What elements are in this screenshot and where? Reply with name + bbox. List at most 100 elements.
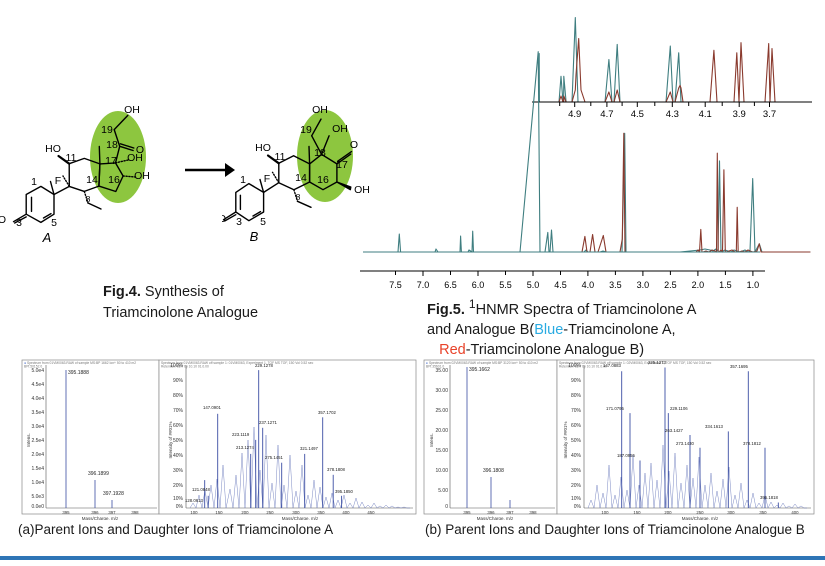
svg-text:Intens.: Intens. [26, 433, 31, 447]
svg-text:90%: 90% [173, 378, 184, 384]
svg-text:321.1497: 321.1497 [300, 446, 319, 451]
svg-text:100%: 100% [170, 363, 183, 369]
svg-text:35.00: 35.00 [435, 368, 448, 374]
svg-text:17: 17 [105, 155, 117, 167]
svg-text:1.5: 1.5 [719, 280, 732, 290]
svg-text:0: 0 [445, 504, 448, 510]
svg-text:150: 150 [215, 510, 223, 515]
svg-text:100%: 100% [568, 363, 581, 369]
svg-text:Retention: 56.7 by 10.10 01.0.: Retention: 56.7 by 10.10 01.0.00 [161, 365, 209, 369]
svg-text:5.0: 5.0 [527, 280, 540, 290]
svg-text:187.0955: 187.0955 [617, 453, 636, 458]
svg-text:3.7: 3.7 [763, 109, 776, 120]
svg-text:A: A [42, 230, 52, 245]
svg-text:2.5: 2.5 [664, 280, 677, 290]
svg-text:Spectrum from 01VM0063.RAW of: Spectrum from 01VM0063.RAW of sample MS:… [27, 361, 136, 365]
svg-text:0%: 0% [574, 504, 582, 510]
svg-text:3.5: 3.5 [609, 280, 622, 290]
svg-text:2.0e4: 2.0e4 [31, 452, 44, 458]
svg-text:213.1274: 213.1274 [236, 445, 255, 450]
svg-text:HO: HO [255, 142, 271, 154]
svg-text:4.5: 4.5 [631, 109, 644, 120]
svg-text:O: O [0, 214, 6, 226]
svg-text:OH: OH [332, 123, 348, 135]
svg-text:4.5e4: 4.5e4 [31, 382, 44, 388]
svg-text:5.00: 5.00 [438, 488, 448, 494]
svg-text:398: 398 [529, 510, 537, 515]
svg-text:398: 398 [131, 510, 139, 515]
svg-text:397: 397 [108, 510, 116, 515]
svg-text:400: 400 [791, 510, 799, 515]
svg-text:5.5: 5.5 [499, 280, 512, 290]
svg-text:Intens.: Intens. [429, 433, 434, 447]
svg-text:20%: 20% [173, 483, 184, 489]
svg-text:B: B [250, 229, 259, 244]
svg-text:5: 5 [51, 217, 57, 229]
svg-text:395.1888: 395.1888 [68, 370, 89, 376]
svg-text:250: 250 [696, 510, 704, 515]
svg-text:223.1119: 223.1119 [232, 432, 250, 437]
svg-text:10.00: 10.00 [435, 468, 448, 474]
svg-text:OH: OH [127, 152, 143, 164]
svg-text:Retention: 56.7 by 10.10 01.0.: Retention: 56.7 by 10.10 01.0.00 [559, 365, 607, 369]
svg-text:225.1273: 225.1273 [648, 360, 667, 365]
svg-text:350: 350 [759, 510, 767, 515]
svg-text:1: 1 [31, 176, 37, 188]
svg-text:396: 396 [91, 510, 99, 515]
svg-text:147.0883: 147.0883 [603, 363, 622, 368]
svg-text:3.0: 3.0 [637, 280, 650, 290]
svg-text:300: 300 [727, 510, 735, 515]
svg-text:6.0: 6.0 [472, 280, 485, 290]
svg-text:147.0901: 147.0901 [203, 405, 222, 410]
svg-text:4.0: 4.0 [582, 280, 595, 290]
svg-text:40%: 40% [571, 453, 582, 459]
svg-text:17: 17 [336, 159, 348, 171]
svg-text:4.3: 4.3 [666, 109, 679, 120]
svg-text:400: 400 [342, 510, 350, 515]
svg-text:2.5e4: 2.5e4 [31, 438, 44, 444]
svg-text:200: 200 [241, 510, 249, 515]
svg-text:3.5e4: 3.5e4 [31, 410, 44, 416]
svg-text:Spectrum from 02VM0063.RAW of: Spectrum from 02VM0063.RAW of sample MS:… [429, 361, 538, 365]
svg-text:100: 100 [601, 510, 609, 515]
svg-text:80%: 80% [173, 393, 184, 399]
svg-text:0.0e0: 0.0e0 [31, 504, 44, 510]
svg-text:0%: 0% [176, 504, 184, 510]
svg-text:1.0e4: 1.0e4 [31, 480, 44, 486]
svg-text:14: 14 [86, 174, 98, 186]
svg-text:4.7: 4.7 [600, 109, 613, 120]
svg-text:30.00: 30.00 [435, 388, 448, 394]
svg-text:40%: 40% [173, 453, 184, 459]
svg-text:4.0e4: 4.0e4 [31, 396, 44, 402]
svg-text:20%: 20% [571, 483, 582, 489]
svg-text:397: 397 [506, 510, 514, 515]
svg-text:11: 11 [275, 151, 286, 163]
svg-text:229.1106: 229.1106 [670, 406, 688, 411]
svg-text:70%: 70% [173, 408, 184, 414]
svg-text:60%: 60% [571, 423, 582, 429]
svg-text:16: 16 [317, 174, 329, 186]
svg-text:70%: 70% [571, 408, 582, 414]
svg-text:19: 19 [101, 124, 113, 136]
svg-text:121.0848: 121.0848 [192, 487, 211, 492]
svg-text:378.1808: 378.1808 [327, 467, 346, 472]
svg-text:HO: HO [45, 143, 61, 155]
svg-text:396.1899: 396.1899 [88, 471, 109, 477]
svg-text:19: 19 [300, 124, 312, 136]
svg-text:16: 16 [108, 174, 120, 186]
svg-text:229.1278: 229.1278 [255, 363, 274, 368]
svg-text:2.0: 2.0 [692, 280, 705, 290]
svg-text:5: 5 [260, 216, 266, 228]
svg-text:11: 11 [66, 152, 77, 164]
svg-text:Intensity of ##01%: Intensity of ##01% [168, 421, 173, 458]
svg-text:395: 395 [463, 510, 471, 515]
svg-text:4.9: 4.9 [568, 109, 581, 120]
svg-text:O: O [222, 213, 226, 225]
svg-text:7.5: 7.5 [389, 280, 402, 290]
svg-text:1.0: 1.0 [747, 280, 760, 290]
svg-text:128.0613: 128.0613 [185, 498, 204, 503]
svg-text:300: 300 [292, 510, 300, 515]
svg-text:395.1662: 395.1662 [469, 367, 490, 373]
svg-text:396.1808: 396.1808 [483, 468, 504, 474]
svg-text:263.1427: 263.1427 [665, 428, 684, 433]
